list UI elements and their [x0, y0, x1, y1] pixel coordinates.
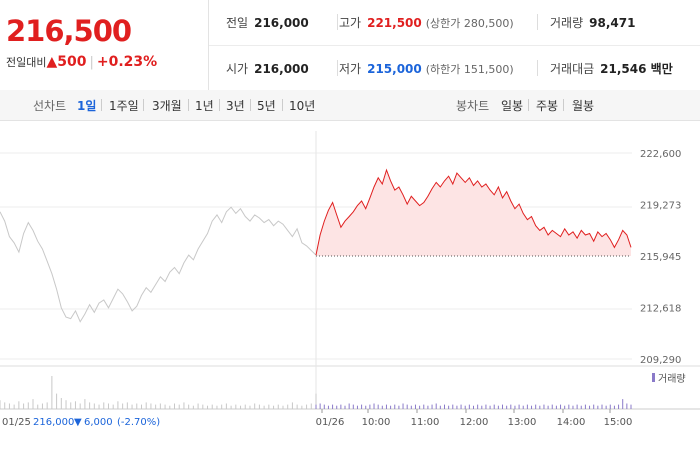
- tab-weekly[interactable]: 주봉: [536, 99, 559, 113]
- prev-day-price-line: [0, 206, 317, 323]
- x-tick-label: 14:00: [557, 417, 586, 428]
- day-high: 고가 221,500 (상한가 280,500): [339, 16, 514, 30]
- price-change: 전일대비▲500 | +0.23%: [6, 54, 157, 70]
- y-tick-label: 215,945: [640, 252, 681, 263]
- x-tick-label: 15:00: [604, 417, 633, 428]
- tab-5y[interactable]: 5년: [257, 99, 276, 113]
- volume: 거래량 98,471: [550, 16, 636, 30]
- divider: [219, 99, 220, 111]
- tab-3y[interactable]: 3년: [226, 99, 245, 113]
- divider: [101, 99, 102, 111]
- y-tick-label: 219,273: [640, 201, 681, 212]
- tab-3m[interactable]: 3개월: [152, 99, 182, 113]
- divider: [537, 60, 538, 76]
- volume-legend-label: 거래량: [658, 373, 686, 385]
- change-value: 500: [57, 54, 87, 70]
- price-summary: 216,500 전일대비▲500 | +0.23%: [0, 0, 209, 90]
- today-area-fill: [316, 170, 631, 256]
- prev-day-pct: (-2.70%): [117, 417, 160, 428]
- divider: |: [89, 55, 94, 70]
- tab-10y[interactable]: 10년: [289, 99, 316, 113]
- open-price: 시가 216,000: [226, 62, 309, 76]
- current-price: 216,500: [6, 14, 132, 48]
- tab-monthly[interactable]: 월봉: [572, 99, 595, 113]
- divider: [143, 99, 144, 111]
- price-chart: 222,600 219,273 215,945 212,618 209,290 01/2…: [0, 131, 700, 428]
- divider: [537, 14, 538, 30]
- day-low: 저가 215,000 (하한가 151,500): [339, 62, 514, 76]
- prev-day-close: 216,000: [33, 417, 74, 428]
- info-row-2: 시가 216,000 저가 215,000 (하한가 151,500) 거래대금 21,…: [209, 45, 700, 91]
- chart-period-tabs: 선차트 1일 1주일 3개월 1년 3년 5년 10년 봉차트 일봉 주봉 월봉: [0, 90, 700, 121]
- divider: [563, 99, 564, 111]
- info-row-1: 전일 216,000 고가 221,500 (상한가 280,500) 거래량 98,4…: [209, 0, 700, 45]
- x-tick-label: 11:00: [411, 417, 440, 428]
- divider: [337, 60, 338, 76]
- x-tick-label: 12:00: [460, 417, 489, 428]
- x-tick-label: 13:00: [508, 417, 537, 428]
- divider: [250, 99, 251, 111]
- y-tick-label: 212,618: [640, 304, 681, 315]
- divider: [188, 99, 189, 111]
- change-percent: +0.23%: [96, 54, 158, 70]
- today-price-line: [315, 168, 632, 256]
- down-arrow-icon: ▼: [74, 417, 82, 428]
- quote-header: 216,500 전일대비▲500 | +0.23% 전일 216,000 고가 221,…: [0, 0, 700, 91]
- prev-day-change: 6,000: [84, 417, 113, 428]
- x-tick-label: 01/26: [316, 417, 345, 428]
- prev-close: 전일 216,000: [226, 16, 309, 30]
- tab-daily[interactable]: 일봉: [501, 99, 524, 113]
- line-chart-label: 선차트: [33, 99, 67, 113]
- y-tick-label: 222,600: [640, 149, 681, 160]
- y-tick-label: 209,290: [640, 355, 681, 366]
- x-tick-label: 10:00: [362, 417, 391, 428]
- divider: [528, 99, 529, 111]
- tab-1y[interactable]: 1년: [195, 99, 214, 113]
- tab-1w[interactable]: 1주일: [109, 99, 139, 113]
- divider: [337, 14, 338, 30]
- quote-info: 전일 216,000 고가 221,500 (상한가 280,500) 거래량 98,4…: [209, 0, 700, 90]
- volume-legend-swatch: [652, 373, 655, 382]
- trade-amount: 거래대금 21,546 백만: [550, 62, 673, 76]
- candle-chart-label: 봉차트: [456, 99, 490, 113]
- divider: [282, 99, 283, 111]
- prev-day-date: 01/25: [2, 417, 31, 428]
- tab-1d[interactable]: 1일: [77, 99, 97, 113]
- up-arrow-icon: ▲: [46, 54, 58, 70]
- change-label: 전일대비: [6, 56, 47, 69]
